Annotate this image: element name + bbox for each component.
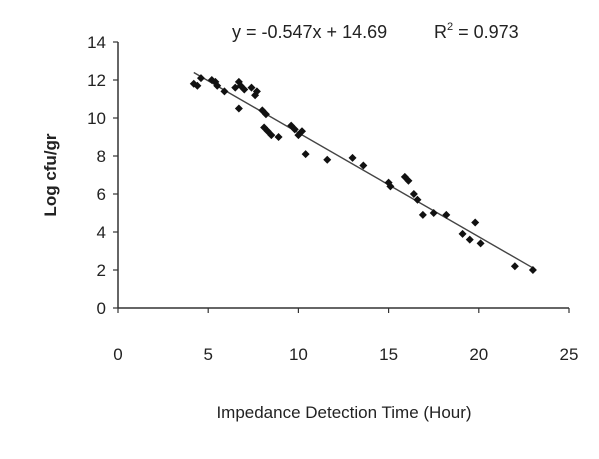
equation-label: y = -0.547x + 14.69	[232, 22, 387, 42]
data-point	[409, 190, 418, 198]
trendline	[193, 71, 534, 269]
data-point	[287, 121, 296, 130]
data-point	[196, 74, 205, 83]
x-tick-label: 20	[469, 345, 488, 364]
x-tick-label: 25	[560, 345, 579, 364]
data-point	[213, 81, 222, 90]
data-point	[413, 195, 422, 204]
data-point	[261, 110, 270, 119]
data-point	[442, 210, 451, 219]
y-tick-label: 4	[97, 223, 106, 242]
data-point	[247, 83, 256, 92]
data-point	[471, 218, 480, 227]
y-tick-label: 0	[97, 299, 106, 318]
data-point	[404, 176, 413, 185]
data-point	[274, 133, 283, 141]
data-point	[323, 155, 332, 164]
y-tick-label: 6	[97, 185, 106, 204]
y-tick-label: 14	[87, 33, 106, 52]
x-tick-label: 5	[203, 345, 212, 364]
data-point	[528, 266, 537, 274]
data-point	[220, 87, 229, 96]
data-point	[348, 153, 357, 162]
x-tick-label: 0	[113, 345, 122, 364]
data-point	[267, 131, 276, 140]
y-tick-label: 10	[87, 109, 106, 128]
x-tick-label: 15	[379, 345, 398, 364]
y-axis-title: Log cfu/gr	[41, 133, 60, 216]
r-squared-label: R2 = 0.973	[434, 21, 519, 42]
data-point	[418, 210, 427, 219]
data-point	[458, 229, 467, 238]
data-point	[359, 161, 368, 170]
data-point	[290, 125, 299, 134]
y-tick-label: 2	[97, 261, 106, 280]
data-point	[301, 150, 310, 159]
data-point	[240, 85, 249, 94]
y-tick-label: 8	[97, 147, 106, 166]
data-point	[234, 104, 243, 113]
data-point	[298, 127, 307, 136]
data-point	[476, 239, 485, 248]
data-point	[510, 262, 519, 271]
x-tick-label: 10	[289, 345, 308, 364]
data-point	[386, 182, 395, 191]
x-axis-title: Impedance Detection Time (Hour)	[216, 403, 471, 422]
data-point	[252, 87, 261, 96]
data-point	[193, 81, 202, 90]
y-tick-label: 12	[87, 71, 106, 90]
data-point	[465, 235, 474, 244]
data-point	[429, 209, 438, 217]
